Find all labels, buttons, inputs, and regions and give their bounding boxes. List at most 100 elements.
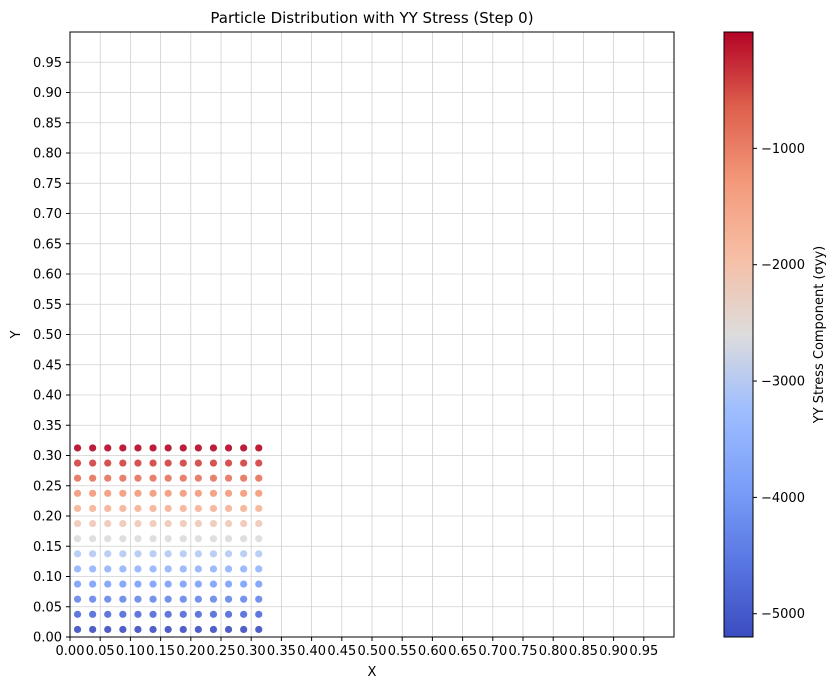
particle-point bbox=[134, 595, 142, 603]
chart-title: Particle Distribution with YY Stress (St… bbox=[210, 9, 533, 27]
particle-point bbox=[224, 625, 233, 634]
particle-point bbox=[179, 504, 187, 513]
y-tick-label: 0.50 bbox=[33, 328, 62, 343]
particle-point bbox=[164, 474, 172, 482]
particle-point bbox=[73, 444, 82, 452]
y-tick-label: 0.75 bbox=[33, 177, 62, 192]
particle-point bbox=[224, 519, 233, 528]
particle-point bbox=[149, 550, 157, 558]
particle-point bbox=[164, 504, 172, 513]
particle-point bbox=[179, 489, 187, 497]
particle-point bbox=[255, 444, 263, 452]
x-tick-label: 0.55 bbox=[388, 644, 417, 659]
particle-point bbox=[209, 474, 218, 482]
particle-point bbox=[209, 580, 218, 588]
particle-point bbox=[104, 444, 112, 452]
particle-point bbox=[89, 535, 97, 543]
particle-point bbox=[119, 565, 127, 573]
colorbar-ticks: −1000 −2000 −3000 −4000 −5000 bbox=[753, 142, 805, 622]
particle-point bbox=[134, 610, 142, 618]
particle-point bbox=[134, 565, 142, 573]
y-tick-label: 0.00 bbox=[33, 631, 62, 646]
particle-point bbox=[209, 504, 218, 513]
colorbar bbox=[723, 31, 754, 638]
x-tick-label: 0.15 bbox=[146, 644, 175, 659]
particle-point bbox=[134, 444, 142, 452]
particle-point bbox=[240, 474, 248, 482]
particle-point bbox=[209, 459, 218, 467]
particle-point bbox=[73, 535, 82, 543]
y-tick-label: 0.05 bbox=[33, 600, 62, 615]
particle-point bbox=[134, 535, 142, 543]
particle-point bbox=[119, 610, 127, 618]
particle-point bbox=[89, 504, 97, 513]
particle-point bbox=[149, 625, 157, 634]
particle-point bbox=[119, 625, 127, 634]
x-tick-label: 0.00 bbox=[56, 644, 85, 659]
particle-point bbox=[209, 550, 218, 558]
particle-point bbox=[240, 535, 248, 543]
colorbar-label: YY Stress Component (σyy) bbox=[812, 246, 827, 424]
y-tick-label: 0.85 bbox=[33, 116, 62, 131]
particle-point bbox=[209, 565, 218, 573]
particle-point bbox=[134, 625, 142, 634]
particle-point bbox=[104, 504, 112, 513]
particle-point bbox=[134, 580, 142, 588]
particle-point bbox=[104, 580, 112, 588]
x-tick-label: 0.50 bbox=[358, 644, 387, 659]
particle-point bbox=[149, 489, 157, 497]
x-tick-label: 0.10 bbox=[116, 644, 145, 659]
x-tick-label: 0.45 bbox=[327, 644, 356, 659]
x-tick-label: 0.70 bbox=[478, 644, 507, 659]
particle-point bbox=[119, 444, 127, 452]
particle-point bbox=[73, 550, 82, 558]
particle-point bbox=[104, 489, 112, 497]
y-tick-label: 0.30 bbox=[33, 449, 62, 464]
particle-point bbox=[89, 489, 97, 497]
particle-point bbox=[73, 489, 82, 497]
particle-point bbox=[89, 565, 97, 573]
particle-point bbox=[104, 519, 112, 528]
particle-point bbox=[134, 519, 142, 528]
particle-point bbox=[164, 595, 172, 603]
particle-point bbox=[164, 580, 172, 588]
particle-point bbox=[194, 565, 202, 573]
particle-point bbox=[164, 610, 172, 618]
particle-point bbox=[149, 444, 157, 452]
particle-point bbox=[209, 595, 218, 603]
particle-point bbox=[179, 625, 187, 634]
particle-point bbox=[224, 474, 233, 482]
particle-point bbox=[149, 519, 157, 528]
particle-point bbox=[194, 595, 202, 603]
y-tick-label: 0.10 bbox=[33, 570, 62, 585]
particle-point bbox=[179, 580, 187, 588]
particle-point bbox=[134, 474, 142, 482]
particle-point bbox=[89, 519, 97, 528]
particle-point bbox=[104, 625, 112, 634]
x-tick-label: 0.60 bbox=[418, 644, 447, 659]
x-tick-label: 0.95 bbox=[629, 644, 658, 659]
particle-point bbox=[134, 504, 142, 513]
particle-point bbox=[73, 625, 82, 634]
particle-point bbox=[104, 459, 112, 467]
particle-point bbox=[194, 535, 202, 543]
particle-point bbox=[73, 580, 82, 588]
particle-point bbox=[164, 535, 172, 543]
particle-point bbox=[73, 610, 82, 618]
particle-point bbox=[194, 610, 202, 618]
particle-point bbox=[119, 474, 127, 482]
particle-point bbox=[224, 610, 233, 618]
particle-point bbox=[194, 444, 202, 452]
particle-point bbox=[89, 474, 97, 482]
particle-point bbox=[104, 535, 112, 543]
particle-point bbox=[179, 535, 187, 543]
particle-point bbox=[240, 595, 248, 603]
particle-point bbox=[194, 474, 202, 482]
particle-point bbox=[179, 519, 187, 528]
particle-point bbox=[255, 625, 263, 634]
y-tick-label: 0.15 bbox=[33, 540, 62, 555]
particle-point bbox=[255, 489, 263, 497]
particle-point bbox=[89, 625, 97, 634]
particle-point bbox=[209, 535, 218, 543]
